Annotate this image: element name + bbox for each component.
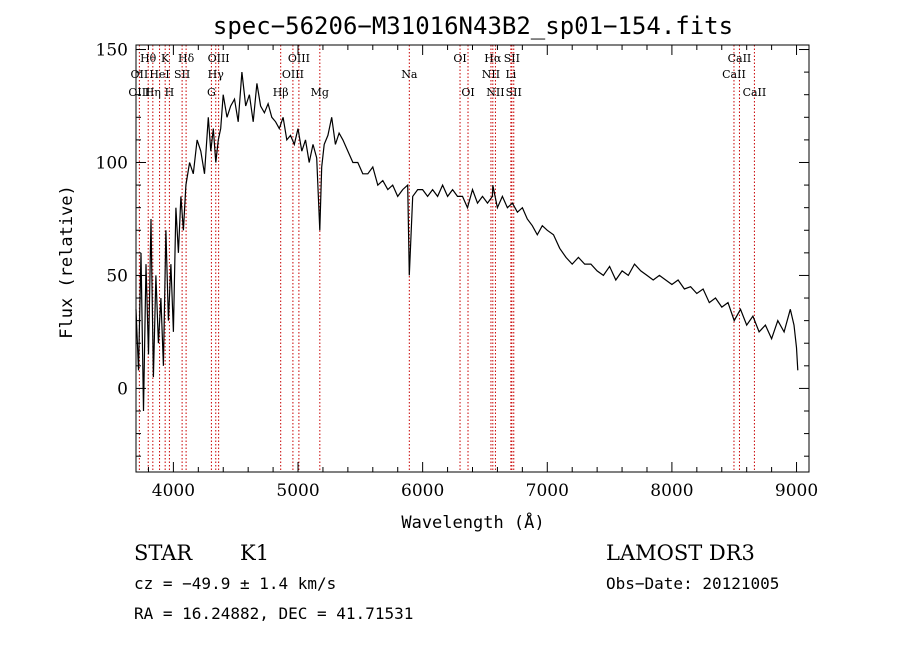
x-tick-label: 5000 bbox=[276, 481, 319, 501]
obs-date: Obs−Date: 20121005 bbox=[606, 574, 779, 593]
line-label-22: Li bbox=[505, 68, 516, 81]
x-tick-label: 8000 bbox=[650, 481, 693, 501]
coordinates: RA = 16.24882, DEC = 41.71531 bbox=[134, 604, 413, 623]
line-label-4: HeI bbox=[149, 68, 169, 81]
line-label-26: CaII bbox=[722, 68, 746, 81]
spectral-line-markers bbox=[138, 45, 755, 472]
line-label-21: NII bbox=[482, 68, 500, 81]
line-label-16: Na bbox=[401, 68, 418, 81]
spectral-subclass: K1 bbox=[240, 541, 269, 565]
line-label-5: Hη bbox=[145, 86, 161, 99]
line-label-17: OI bbox=[453, 52, 466, 65]
y-tick-label: 100 bbox=[96, 153, 128, 173]
line-label-14: Hβ bbox=[273, 86, 289, 99]
line-label-15: Mg bbox=[311, 86, 329, 99]
line-label-27: CaII bbox=[743, 86, 767, 99]
line-label-7: SII bbox=[174, 68, 190, 81]
line-label-12: OIII bbox=[288, 52, 310, 65]
line-label-11: G bbox=[207, 86, 216, 99]
line-label-3: K bbox=[161, 52, 170, 65]
object-type: STAR bbox=[134, 541, 193, 565]
x-tick-label: 9000 bbox=[775, 481, 818, 501]
line-label-1: OII bbox=[131, 68, 149, 81]
x-tick-label: 4000 bbox=[152, 481, 195, 501]
x-tick-label: 6000 bbox=[401, 481, 444, 501]
redshift-text: cz = −49.9 ± 1.4 km/s bbox=[134, 574, 336, 593]
line-label-18: OI bbox=[461, 86, 474, 99]
plot-frame bbox=[135, 44, 810, 473]
y-axis-label: Flux (relative) bbox=[57, 185, 77, 339]
line-label-8: H bbox=[165, 86, 175, 99]
y-tick-label: 50 bbox=[106, 266, 128, 286]
line-label-19: Hα bbox=[484, 52, 502, 65]
flux-series bbox=[135, 72, 799, 412]
line-label-10: Hγ bbox=[208, 68, 225, 81]
spectral-line-labels: Hθ OII OIII K HeI Hη Hδ SII H OIII Hγ G OIII OIII Hβ Mg… bbox=[128, 52, 766, 99]
line-label-13: OIII bbox=[282, 68, 304, 81]
chart-title: spec−56206−M31016N43B2_sp01−154.fits bbox=[213, 12, 733, 40]
series-line-flux bbox=[135, 72, 799, 412]
axis-ticks: 4000 5000 6000 7000 8000 9000 0 50 100 150 bbox=[96, 41, 819, 501]
line-label-20: SII bbox=[504, 52, 520, 65]
line-label-0: Hθ bbox=[140, 52, 157, 65]
x-axis-label: Wavelength (Å) bbox=[401, 511, 544, 533]
line-label-24: SII bbox=[506, 86, 522, 99]
x-tick-label: 7000 bbox=[526, 481, 569, 501]
y-tick-label: 0 bbox=[117, 379, 128, 399]
y-tick-label: 150 bbox=[96, 41, 128, 61]
line-label-6: Hδ bbox=[178, 52, 195, 65]
line-label-9: OIII bbox=[208, 52, 230, 65]
line-label-2: OIII bbox=[128, 86, 150, 99]
survey-name: LAMOST DR3 bbox=[606, 541, 755, 565]
line-label-25: CaII bbox=[728, 52, 752, 65]
line-label-23: NII bbox=[486, 86, 504, 99]
